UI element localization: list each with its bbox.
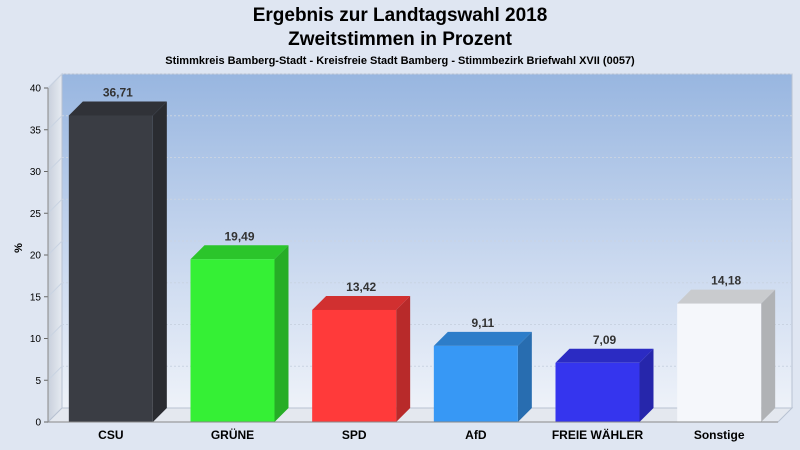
bars: 36,71 19,49 13,42 9,11 7,09 14,18: [68, 85, 776, 422]
bar-top: [433, 331, 532, 346]
gridline-side: [47, 157, 63, 172]
bar-side: [396, 295, 411, 422]
bar-side: [639, 348, 654, 422]
bar-top: [677, 289, 776, 304]
y-tick-label: 5: [35, 376, 41, 387]
bar-value-label: 19,49: [224, 229, 254, 243]
bar-side: [761, 289, 776, 422]
y-tick-label: 0: [35, 418, 41, 429]
gridline-side: [47, 115, 63, 131]
gridline-side: [47, 198, 63, 214]
bar-afd: 9,11: [433, 316, 532, 422]
bar-value-label: 14,18: [711, 274, 741, 288]
x-tick-label: GRÜNE: [211, 427, 254, 442]
chart-subtitle: Zweitstimmen in Prozent: [288, 29, 512, 50]
bar-front: [312, 309, 397, 422]
bar-side: [152, 101, 167, 422]
axes: 0 5 10 15 20 25 30 35 40 CSU GRÜNE SPD AfD FREIE WÄHL…: [30, 84, 778, 442]
y-tick-label: 10: [30, 334, 42, 345]
bar-value-label: 9,11: [471, 316, 494, 330]
bar-side: [517, 331, 532, 422]
bar-value-label: 13,42: [346, 280, 376, 294]
bar-front: [68, 115, 153, 422]
bar-spd: 13,42: [312, 280, 411, 422]
bar-front: [433, 345, 518, 422]
bar-gr-ne: 19,49: [190, 229, 289, 422]
y-tick-label: 35: [30, 125, 42, 136]
bar-top: [68, 101, 167, 116]
chart-caption: Stimmkreis Bamberg-Stadt - Kreisfreie St…: [165, 55, 635, 67]
gridline-side: [47, 324, 63, 339]
gridlines: [47, 73, 792, 381]
y-tick-label: 15: [30, 292, 42, 303]
y-tick-label: 20: [30, 251, 42, 262]
bar-front: [190, 259, 275, 422]
x-tick-label: FREIE WÄHLER: [552, 427, 644, 442]
bar-top: [312, 295, 411, 310]
y-tick-label: 30: [30, 167, 42, 178]
gridline-side: [47, 282, 63, 298]
bar-front: [555, 362, 640, 422]
y-tick-label: 40: [30, 84, 42, 95]
bar-top: [190, 245, 289, 260]
bar-freie-w-hler: 7,09: [555, 333, 654, 422]
bar-value-label: 7,09: [593, 333, 617, 347]
gridline-side: [47, 365, 63, 381]
bar-top: [555, 348, 654, 363]
bar-csu: 36,71: [68, 85, 167, 422]
y-axis-label: %: [13, 243, 25, 253]
x-tick-label: SPD: [342, 428, 367, 442]
bar-side: [274, 245, 289, 422]
x-tick-label: AfD: [465, 428, 487, 442]
bar-front: [677, 303, 762, 422]
y-tick-label: 25: [30, 209, 42, 220]
gridline-side: [47, 240, 63, 256]
x-tick-label: CSU: [98, 428, 123, 442]
x-tick-label: Sonstige: [694, 428, 745, 442]
gridline-side: [47, 73, 63, 89]
bar-sonstige: 14,18: [677, 274, 776, 422]
bar-value-label: 36,71: [103, 85, 133, 99]
chart-title: Ergebnis zur Landtagswahl 2018: [252, 5, 548, 26]
